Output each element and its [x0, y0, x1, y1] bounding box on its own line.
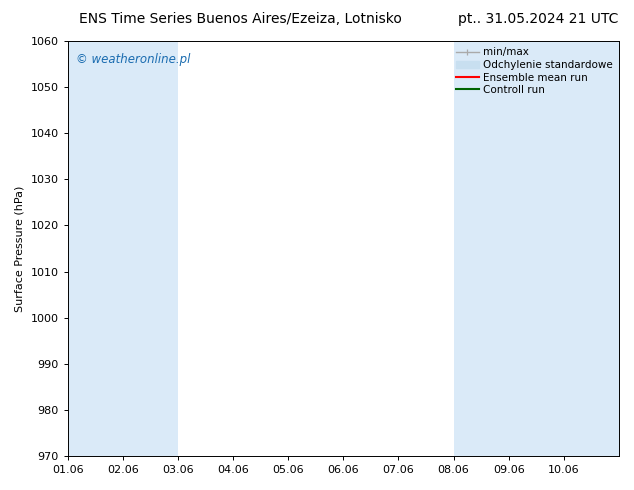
- Text: ENS Time Series Buenos Aires/Ezeiza, Lotnisko: ENS Time Series Buenos Aires/Ezeiza, Lot…: [79, 12, 402, 26]
- Bar: [564, 41, 619, 456]
- Bar: [123, 41, 178, 456]
- Text: pt.. 31.05.2024 21 UTC: pt.. 31.05.2024 21 UTC: [458, 12, 618, 26]
- Bar: [453, 41, 508, 456]
- Text: © weatheronline.pl: © weatheronline.pl: [76, 52, 190, 66]
- Y-axis label: Surface Pressure (hPa): Surface Pressure (hPa): [15, 185, 25, 312]
- Legend: min/max, Odchylenie standardowe, Ensemble mean run, Controll run: min/max, Odchylenie standardowe, Ensembl…: [453, 44, 616, 98]
- Bar: [508, 41, 564, 456]
- Bar: [68, 41, 123, 456]
